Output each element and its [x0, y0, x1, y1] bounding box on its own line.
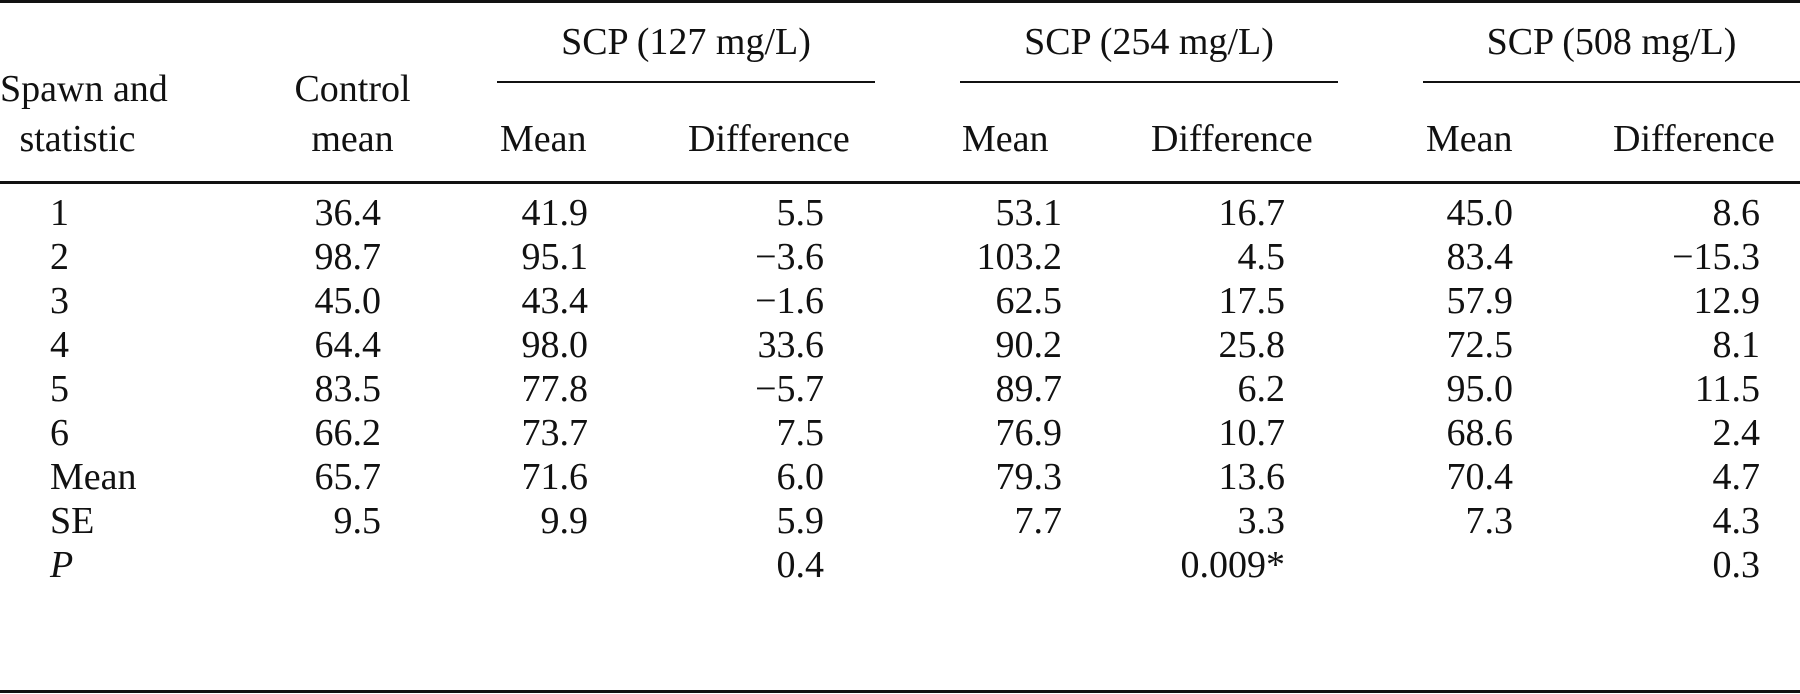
scp508-mean-cell: 72.5 [1446, 324, 1514, 366]
scp254-mean-cell: 7.7 [1014, 500, 1063, 542]
control-mean-cell: 98.7 [314, 236, 382, 278]
top-rule [0, 0, 1800, 3]
scp127-mean-cell: 71.6 [521, 456, 589, 498]
scp508-difference-cell: 8.1 [1712, 324, 1761, 366]
scp127-mean-cell: 98.0 [521, 324, 589, 366]
scp127-mean-cell: 43.4 [521, 280, 589, 322]
control-mean-cell: 66.2 [314, 412, 382, 454]
group-title-1: SCP (127 mg/L) [561, 21, 811, 63]
scp508-mean-cell: 70.4 [1446, 456, 1514, 498]
scp254-mean-cell: 62.5 [995, 280, 1063, 322]
mean-header-3: Mean [1426, 118, 1513, 160]
scp127-difference-cell: 5.9 [776, 500, 825, 542]
control-mean-cell: 9.5 [333, 500, 382, 542]
difference-header-3: Difference [1613, 118, 1775, 160]
row-label: 4 [50, 324, 69, 366]
row-label: 3 [50, 280, 69, 322]
row-label: P [50, 544, 74, 586]
control-mean-cell: 65.7 [314, 456, 382, 498]
stub-header-line2: statistic [19, 118, 136, 160]
row-label: 1 [50, 192, 69, 234]
scp254-mean-cell: 103.2 [976, 236, 1063, 278]
control-header-line2: mean [311, 118, 394, 160]
row-label: Mean [50, 456, 137, 498]
scp508-mean-cell: 95.0 [1446, 368, 1514, 410]
row-label: 5 [50, 368, 69, 410]
scp254-difference-cell: 17.5 [1218, 280, 1286, 322]
bottom-rule [0, 690, 1800, 693]
scp254-difference-cell: 6.2 [1237, 368, 1286, 410]
group-rule-3 [1423, 81, 1800, 83]
scp508-difference-cell: 4.3 [1712, 500, 1761, 542]
scp254-mean-cell: 79.3 [995, 456, 1063, 498]
scp508-mean-cell: 57.9 [1446, 280, 1514, 322]
scp127-mean-cell: 73.7 [521, 412, 589, 454]
control-header-line1: Control [294, 68, 411, 110]
scp127-difference-cell: 6.0 [776, 456, 825, 498]
scp254-difference-cell: 16.7 [1218, 192, 1286, 234]
scp127-mean-cell: 95.1 [521, 236, 589, 278]
scp127-difference-cell: 5.5 [776, 192, 825, 234]
scp508-mean-cell: 83.4 [1446, 236, 1514, 278]
scp254-difference-cell: 4.5 [1237, 236, 1286, 278]
scp127-difference-cell: 33.6 [757, 324, 825, 366]
scp254-difference-cell: 0.009* [1180, 544, 1286, 586]
row-label: SE [50, 500, 95, 542]
group-rule-2 [960, 81, 1338, 83]
scp127-difference-cell: −5.7 [755, 368, 824, 410]
scp254-difference-cell: 3.3 [1237, 500, 1286, 542]
scp508-difference-cell: 11.5 [1694, 368, 1760, 410]
scp127-difference-cell: −1.6 [755, 280, 824, 322]
group-rule-1 [497, 81, 875, 83]
scp508-mean-cell: 68.6 [1446, 412, 1514, 454]
scp127-difference-cell: 7.5 [776, 412, 825, 454]
scp127-mean-cell: 41.9 [521, 192, 589, 234]
scp127-mean-cell: 77.8 [521, 368, 589, 410]
scp127-difference-cell: 0.4 [776, 544, 825, 586]
scp254-mean-cell: 53.1 [995, 192, 1063, 234]
scp508-mean-cell: 45.0 [1446, 192, 1514, 234]
control-mean-cell: 83.5 [314, 368, 382, 410]
scp254-difference-cell: 10.7 [1218, 412, 1286, 454]
difference-header-2: Difference [1151, 118, 1313, 160]
mean-header-2: Mean [962, 118, 1049, 160]
stub-header-line1: Spawn and [0, 68, 168, 110]
scp254-difference-cell: 13.6 [1218, 456, 1286, 498]
scp508-difference-cell: −15.3 [1672, 236, 1760, 278]
control-mean-cell: 36.4 [314, 192, 382, 234]
scp508-difference-cell: 8.6 [1712, 192, 1761, 234]
scp508-difference-cell: 4.7 [1712, 456, 1761, 498]
group-title-2: SCP (254 mg/L) [1024, 21, 1274, 63]
scp508-difference-cell: 0.3 [1712, 544, 1761, 586]
scp254-difference-cell: 25.8 [1218, 324, 1286, 366]
mean-header-1: Mean [500, 118, 587, 160]
scp127-difference-cell: −3.6 [755, 236, 824, 278]
row-label: 2 [50, 236, 69, 278]
scp254-mean-cell: 89.7 [995, 368, 1063, 410]
scp254-mean-cell: 76.9 [995, 412, 1063, 454]
scp508-mean-cell: 7.3 [1465, 500, 1514, 542]
control-mean-cell: 45.0 [314, 280, 382, 322]
header-rule [0, 181, 1800, 184]
row-label: 6 [50, 412, 69, 454]
scp508-difference-cell: 12.9 [1693, 280, 1761, 322]
scp508-difference-cell: 2.4 [1712, 412, 1761, 454]
scp254-mean-cell: 90.2 [995, 324, 1063, 366]
difference-header-1: Difference [688, 118, 850, 160]
control-mean-cell: 64.4 [314, 324, 382, 366]
group-title-3: SCP (508 mg/L) [1486, 21, 1737, 63]
scp127-mean-cell: 9.9 [540, 500, 589, 542]
